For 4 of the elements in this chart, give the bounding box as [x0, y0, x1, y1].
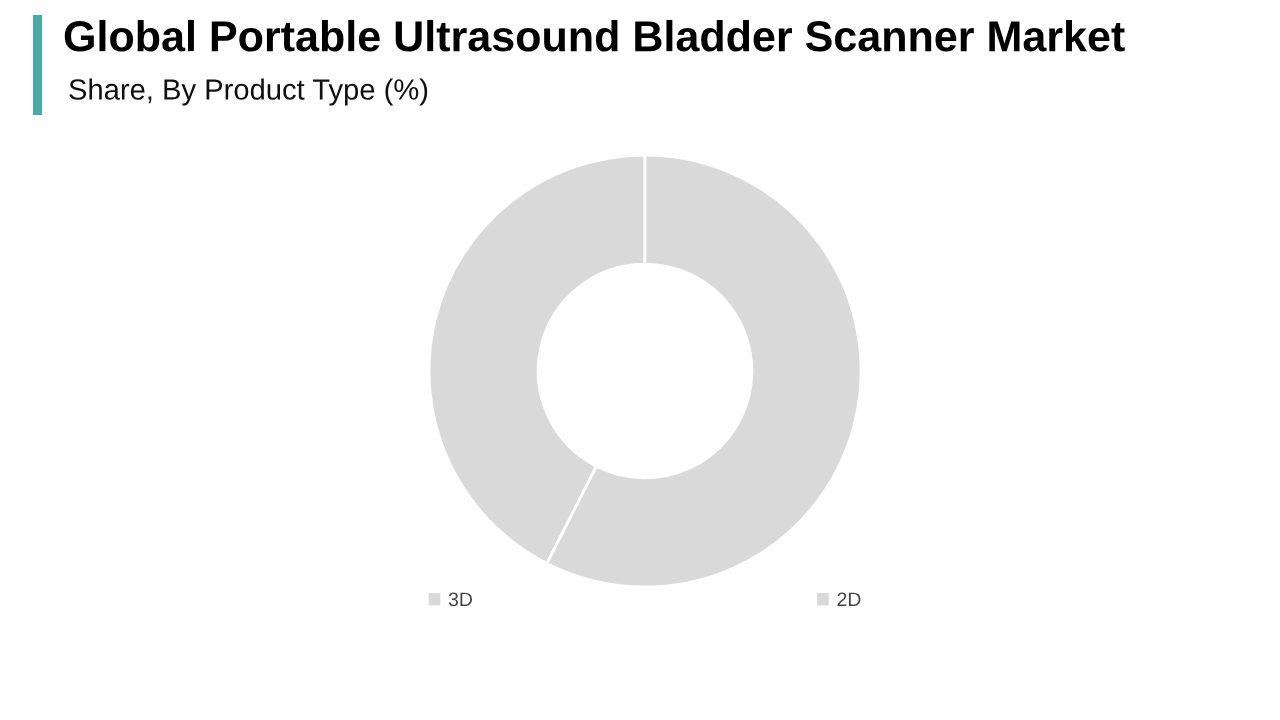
- chart-subtitle: Share, By Product Type (%): [69, 78, 428, 106]
- legend-label: 3D: [448, 592, 472, 607]
- legend-label: 2D: [837, 592, 861, 607]
- chart-title: Global Portable Ultrasound Bladder Scanner Market: [64, 19, 1125, 52]
